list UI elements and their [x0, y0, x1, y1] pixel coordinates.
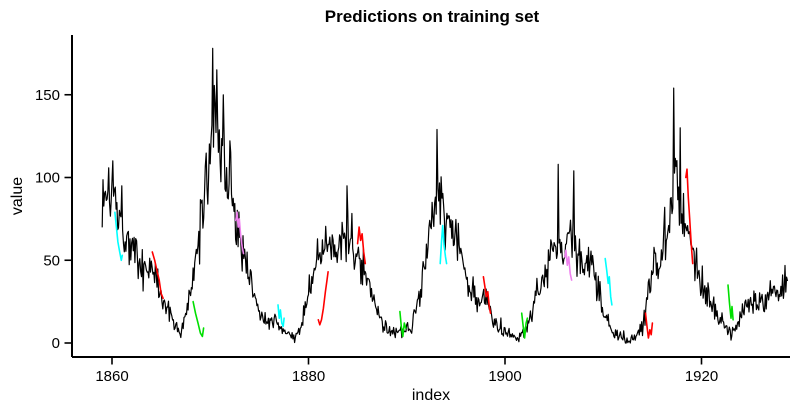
x-tick-label: 1920 [685, 368, 718, 385]
prediction-segment-line [684, 168, 694, 265]
prediction-segment-line [399, 310, 407, 338]
prediction-segment-line [151, 251, 164, 300]
prediction-segment-line [564, 249, 573, 281]
y-tick-label: 50 [43, 252, 60, 269]
prediction-segment-line [192, 300, 205, 338]
y-axis-label: value [9, 177, 26, 215]
prediction-segment-line [727, 284, 734, 321]
y-tick-label: 100 [35, 170, 60, 187]
prediction-segment-line [277, 304, 285, 328]
prediction-segment-line [114, 211, 124, 262]
prediction-segment-line [439, 224, 448, 265]
x-tick-label: 1860 [95, 368, 128, 385]
axes: 0 50 100 150 1860 1880 1900 1920 [35, 35, 790, 385]
y-tick-label: 0 [52, 335, 60, 352]
observed-series-line [101, 47, 789, 344]
x-axis-label: index [412, 387, 450, 404]
y-tick-label: 150 [35, 87, 60, 104]
prediction-segment-line [604, 257, 613, 306]
prediction-segment-line [520, 312, 529, 339]
prediction-segment-line [235, 211, 245, 255]
prediction-segment-line [356, 226, 367, 265]
chart-title: Predictions on training set [325, 7, 540, 26]
prediction-segment-line [482, 275, 492, 315]
x-tick-label: 1880 [292, 368, 325, 385]
prediction-segment-line [644, 312, 654, 339]
prediction-segment-line [317, 270, 329, 326]
data-series [101, 47, 789, 344]
x-tick-label: 1900 [488, 368, 521, 385]
